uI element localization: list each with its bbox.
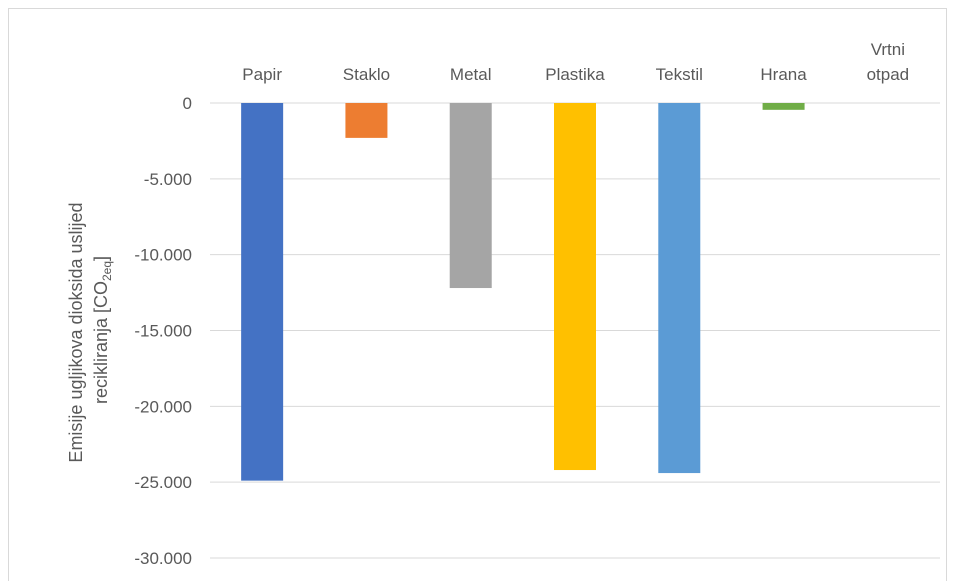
bar [241,103,284,481]
category-label: Tekstil [656,65,703,84]
category-label: otpad [867,65,910,84]
category-label: Papir [242,65,282,84]
category-label: Vrtni [871,40,905,59]
y-axis-title-line1: Emisije ugljikova dioksida uslijed [66,202,86,462]
y-axis-title: Emisije ugljikova dioksida uslijed recik… [66,197,114,462]
bar [449,103,492,289]
bar [762,103,805,110]
category-label: Metal [450,65,492,84]
y-tick-label: -5.000 [144,170,192,189]
y-tick-label: -30.000 [134,549,192,568]
y-axis-title-line2: recikliranja [CO [91,281,111,404]
y-axis-ticks: 0 -5.000 -10.000 -15.000 -20.000 -25.000 -30.0… [134,94,192,568]
y-tick-label: -10.000 [134,246,192,265]
bar [554,103,596,471]
bar [345,103,388,138]
bars [241,103,805,481]
category-label: Plastika [545,65,605,84]
y-tick-label: -25.000 [134,473,192,492]
y-axis-title-subscript: 2eq [100,261,114,281]
category-label: Hrana [760,65,807,84]
category-labels: Papir Staklo Metal Plastika Tekstil Hrana Vrtn… [242,40,909,84]
y-tick-label: -20.000 [134,397,192,416]
y-tick-label: -15.000 [134,322,192,341]
bar [658,103,701,474]
category-label: Staklo [343,65,390,84]
y-axis-title-bracket: ] [91,256,111,261]
y-tick-label: 0 [183,94,192,113]
